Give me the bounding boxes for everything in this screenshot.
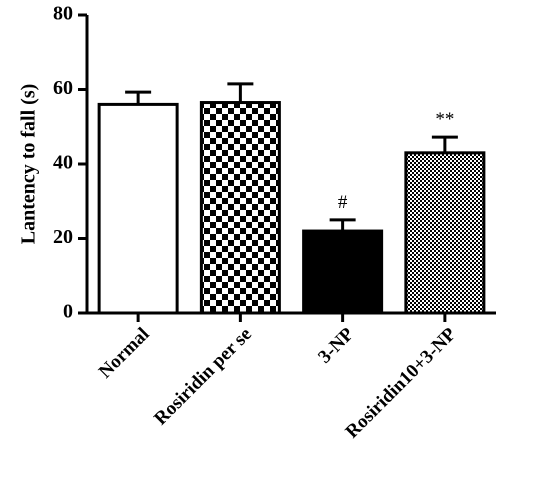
bar-group: # [302, 192, 384, 315]
significance-label: ** [435, 109, 454, 130]
y-axis: 0 20 40 60 80 [53, 3, 89, 323]
category-label: Rosiridin per se [150, 324, 256, 430]
y-tick-label: 0 [63, 301, 73, 323]
bars: # ** [97, 82, 486, 315]
bar [199, 101, 281, 315]
significance-label: # [338, 192, 348, 213]
bar [97, 102, 179, 315]
y-tick-label: 60 [53, 77, 73, 99]
bar [404, 151, 486, 315]
category-label: Rosiridin10+3-NP [342, 323, 461, 442]
category-label: Normal [95, 324, 154, 383]
y-axis-title: Lantency to fall (s) [18, 84, 40, 245]
category-label: 3-NP [314, 323, 358, 367]
y-tick-label: 40 [53, 152, 73, 174]
y-tick-label: 20 [53, 226, 73, 248]
bar-group: ** [404, 109, 486, 315]
bar [302, 229, 384, 315]
bar-group [199, 82, 281, 315]
bar-group [97, 90, 179, 315]
y-tick-label: 80 [53, 3, 73, 25]
